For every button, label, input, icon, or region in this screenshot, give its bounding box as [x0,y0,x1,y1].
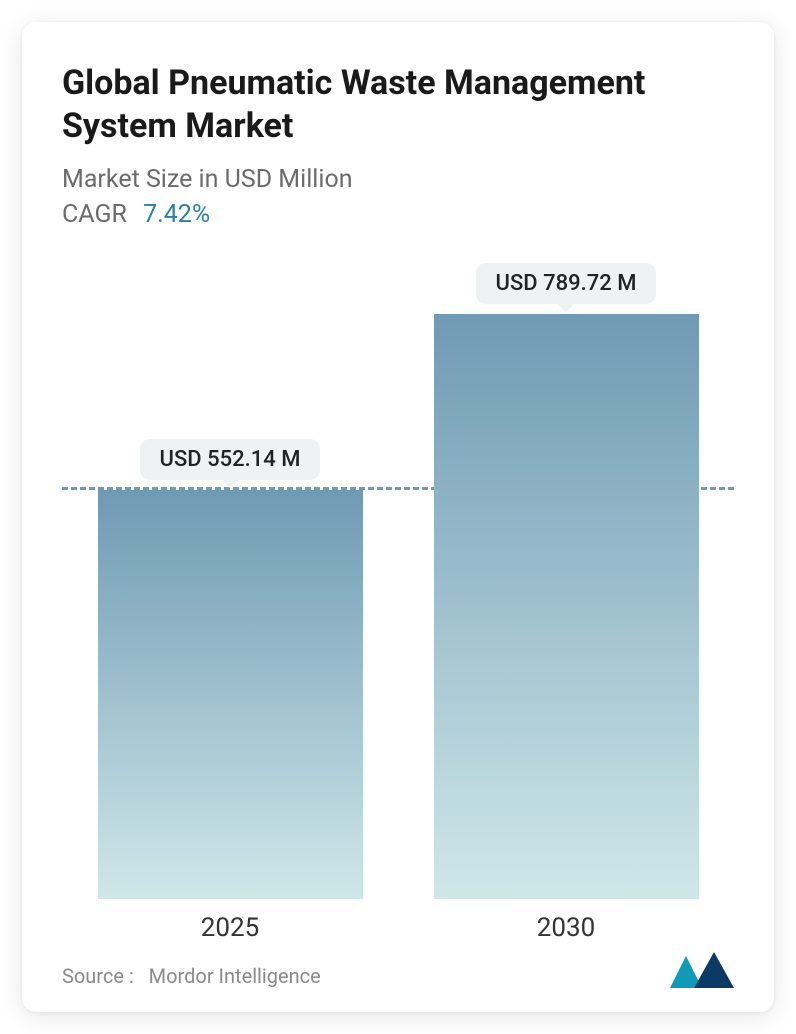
chart-footer: Source : Mordor Intelligence [62,952,734,988]
source-label: Source : [62,964,134,988]
cagr-value: 7.42% [143,200,210,229]
cagr-label: CAGR [62,200,127,229]
x-label-0: 2025 [80,913,380,943]
bar-1 [434,314,699,899]
chart-card: Global Pneumatic Waste Management System… [22,22,774,1012]
chart-plot-area: USD 552.14 M USD 789.72 M [62,259,734,899]
chart-title: Global Pneumatic Waste Management System… [62,62,734,147]
value-label-0: USD 552.14 M [140,439,321,480]
logo-icon [670,952,734,988]
source-text: Source : Mordor Intelligence [62,964,321,988]
x-label-1: 2030 [416,913,716,943]
bar-column-1: USD 789.72 M [416,263,716,899]
bar-0 [98,490,363,899]
chart-subtitle: Market Size in USD Million [62,165,734,194]
source-name: Mordor Intelligence [149,964,321,988]
value-label-1: USD 789.72 M [476,263,657,304]
cagr-row: CAGR 7.42% [62,200,734,229]
brand-logo [670,952,734,988]
bars-container: USD 552.14 M USD 789.72 M [62,259,734,899]
bar-column-0: USD 552.14 M [80,439,380,899]
x-axis-labels: 2025 2030 [62,913,734,943]
logo-right-shape [694,952,734,988]
